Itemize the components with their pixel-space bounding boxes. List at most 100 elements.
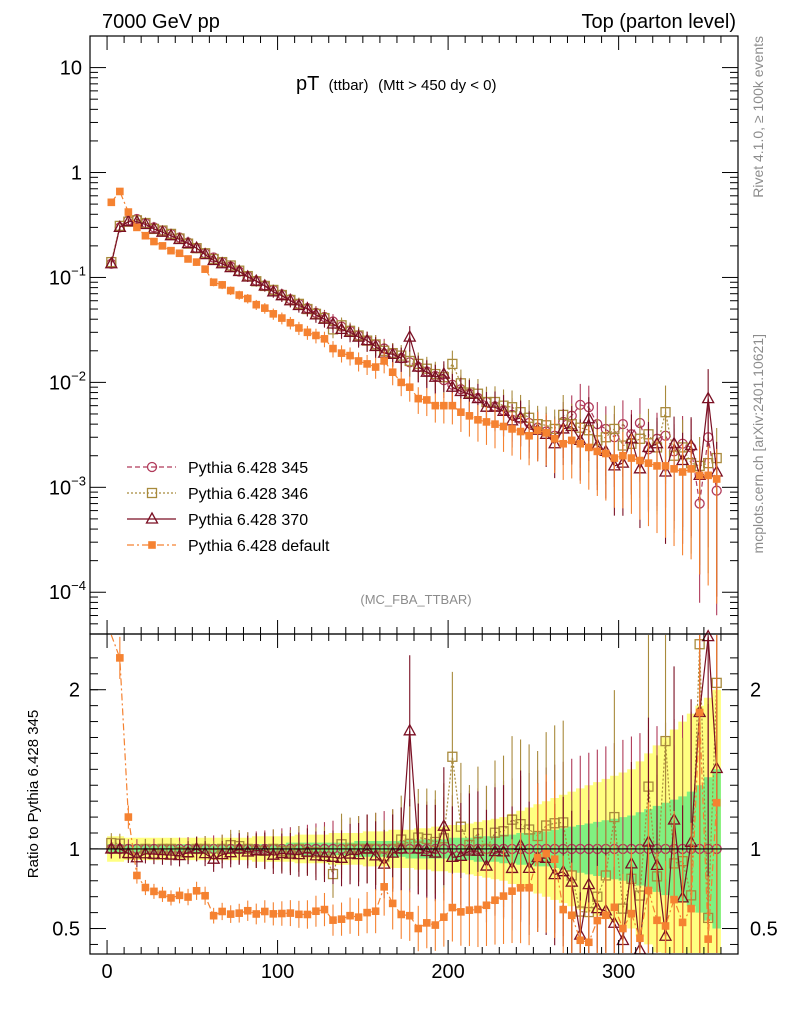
point-p370 bbox=[394, 350, 408, 363]
ratio-point-p370 bbox=[189, 841, 204, 854]
series-line-default bbox=[110, 190, 717, 480]
point-default bbox=[209, 278, 218, 287]
point-default bbox=[226, 286, 235, 295]
point-default bbox=[312, 331, 320, 340]
point-default bbox=[619, 451, 627, 460]
point-p370 bbox=[147, 221, 161, 234]
point-p370 bbox=[411, 359, 425, 372]
y-tick-mantissa: 10 bbox=[49, 372, 71, 394]
ratio-point-default bbox=[337, 915, 346, 923]
series-p345 bbox=[106, 213, 722, 616]
ratio-point-default bbox=[278, 909, 286, 918]
legend-marker-p345 bbox=[146, 461, 158, 473]
ratio-point-default bbox=[414, 924, 423, 933]
ratio-point-default bbox=[627, 909, 636, 918]
ratio-point-p370 bbox=[224, 845, 238, 858]
point-default bbox=[133, 223, 141, 232]
ratio-point-default bbox=[363, 908, 371, 917]
ratio-point-default bbox=[422, 919, 431, 927]
side-text-mcplots: mcplots.cern.ch [arXiv:2401.10621] bbox=[750, 334, 766, 553]
ratio-point-p370 bbox=[138, 846, 153, 859]
ratio-point-p370 bbox=[582, 877, 596, 890]
point-default bbox=[516, 427, 525, 436]
ratio-point-default bbox=[192, 887, 201, 895]
ratio-point-p346 bbox=[404, 838, 415, 849]
ratio-point-default bbox=[584, 938, 593, 947]
title-main: pT bbox=[296, 73, 319, 95]
ratio-point-default bbox=[175, 891, 184, 900]
point-default bbox=[124, 208, 133, 216]
point-p370 bbox=[189, 240, 204, 253]
ratio-point-default bbox=[636, 934, 644, 943]
y-tick-mantissa: 10 bbox=[49, 477, 71, 499]
ratio-point-p370 bbox=[445, 849, 459, 862]
point-p370 bbox=[351, 329, 366, 342]
ratio-point-default bbox=[559, 905, 568, 914]
point-p370 bbox=[249, 273, 263, 286]
point-default bbox=[243, 294, 252, 303]
ratio-point-default bbox=[397, 910, 406, 919]
point-p370 bbox=[121, 214, 135, 227]
ratio-point-default bbox=[133, 871, 141, 880]
legend-item-default: Pythia 6.428 default bbox=[127, 538, 330, 555]
ratio-point-default bbox=[712, 798, 721, 807]
ratio-point-p370 bbox=[121, 846, 135, 859]
ratio-point-default bbox=[269, 910, 278, 918]
ratio-point-default bbox=[346, 911, 354, 920]
point-p370 bbox=[462, 386, 477, 399]
y-tick-exponent: −1 bbox=[71, 263, 86, 278]
point-default bbox=[354, 357, 363, 365]
ratio-point-default bbox=[405, 911, 414, 920]
point-default bbox=[567, 436, 576, 445]
point-default bbox=[499, 422, 508, 431]
point-default bbox=[670, 465, 678, 473]
y-tick-mantissa: 10 bbox=[49, 582, 71, 604]
point-p370 bbox=[403, 329, 417, 342]
point-p370 bbox=[445, 379, 459, 392]
ratio-point-default bbox=[312, 907, 320, 916]
ratio-point-default bbox=[150, 887, 158, 896]
point-p370 bbox=[343, 324, 357, 337]
point-default bbox=[295, 324, 303, 332]
ratio-point-p346 bbox=[447, 751, 458, 762]
point-default bbox=[695, 471, 704, 480]
ratio-point-p370 bbox=[130, 850, 144, 863]
title-sub2: (Mtt > 450 dy < 0) bbox=[378, 77, 496, 94]
point-p346 bbox=[609, 423, 620, 435]
point-default bbox=[278, 314, 286, 322]
ratio-point-default bbox=[704, 935, 712, 943]
ratio-point-default bbox=[602, 911, 610, 920]
ratio-point-default bbox=[619, 924, 627, 933]
ratio-point-default bbox=[329, 916, 337, 924]
point-p370 bbox=[283, 293, 297, 306]
point-default bbox=[337, 349, 346, 357]
point-default bbox=[269, 310, 278, 318]
ratio-point-p370 bbox=[411, 841, 425, 854]
point-default bbox=[218, 281, 226, 289]
point-p370 bbox=[437, 366, 451, 379]
ratio-point-default bbox=[295, 910, 303, 919]
point-default bbox=[610, 454, 619, 462]
ratio-point-p370 bbox=[292, 847, 306, 860]
ratio-point-default bbox=[158, 890, 167, 899]
ratio-point-p370 bbox=[369, 848, 383, 861]
ratio-point-default bbox=[320, 905, 329, 914]
legend-label: Pythia 6.428 370 bbox=[188, 512, 308, 529]
point-default bbox=[704, 471, 712, 480]
header-right: Top (parton level) bbox=[581, 11, 736, 33]
point-default bbox=[141, 231, 150, 240]
ratio-point-default bbox=[448, 903, 457, 912]
ratio-point-default bbox=[226, 910, 235, 918]
point-default bbox=[116, 187, 124, 196]
ratio-point-default bbox=[644, 886, 653, 895]
point-default bbox=[491, 420, 499, 428]
ratio-point-default bbox=[431, 921, 440, 929]
point-p370 bbox=[326, 316, 340, 329]
point-default bbox=[576, 439, 585, 448]
point-default bbox=[482, 418, 491, 426]
ratio-point-default bbox=[141, 883, 150, 892]
point-p370 bbox=[317, 311, 332, 324]
ratio-point-default bbox=[286, 909, 295, 917]
ratio-point-default bbox=[218, 907, 226, 916]
